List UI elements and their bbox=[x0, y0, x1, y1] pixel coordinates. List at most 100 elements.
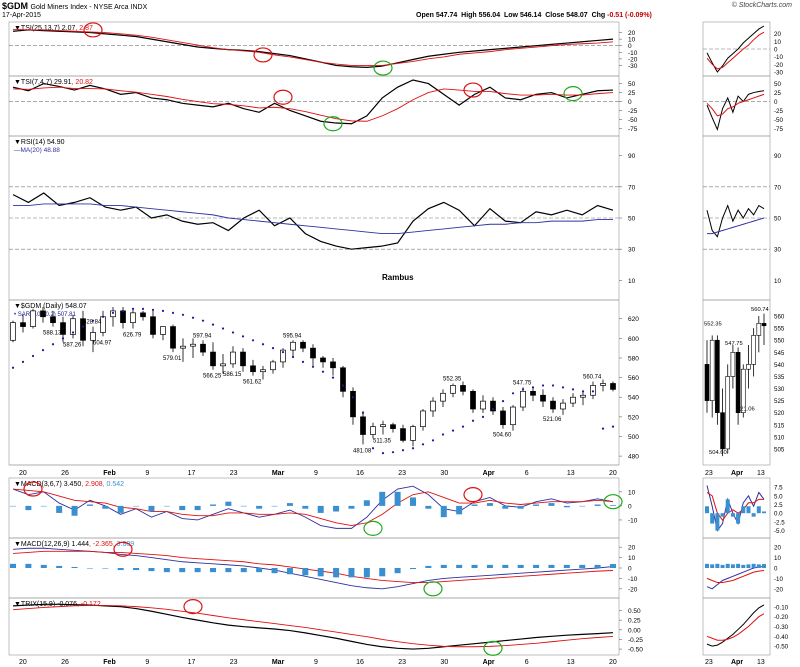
panel-macd_short: 10 0 -10 7.55.0 2.5 0.0-2.5 -5.0 ▼MACD(3,6,7) 3… bbox=[8, 477, 785, 539]
close-label: Close bbox=[545, 12, 565, 19]
series-rsi bbox=[12, 192, 614, 250]
sar-dot bbox=[501, 400, 505, 403]
sar-dot bbox=[331, 376, 335, 379]
bearish-cross-circle bbox=[23, 481, 43, 497]
histogram-bar bbox=[133, 568, 140, 571]
ma-legend: —MA(20) 48.88 bbox=[14, 147, 60, 154]
histogram-bar bbox=[210, 504, 216, 506]
sar-dot bbox=[521, 388, 525, 391]
mini-y-tick-label: 90 bbox=[774, 153, 781, 160]
candle-body bbox=[470, 390, 476, 410]
panel-title-value: 3.450 bbox=[64, 481, 82, 488]
mini-series-signal bbox=[706, 491, 764, 521]
panel-title-value: 1.444 bbox=[72, 541, 90, 548]
mini-histogram-bar bbox=[725, 499, 730, 514]
histogram-bar bbox=[102, 568, 109, 569]
y-tick-label: -0.50 bbox=[628, 647, 643, 654]
rambus-annotation: Rambus bbox=[382, 273, 414, 282]
mini-y-tick-label: 0 bbox=[774, 47, 778, 54]
y-tick-label: -0.25 bbox=[628, 637, 643, 644]
y-tick-label: -10 bbox=[628, 50, 638, 57]
mini-series-signal bbox=[706, 31, 765, 70]
panel-title-name: ▼MACD(12,26,9) bbox=[14, 541, 72, 548]
sar-dot bbox=[121, 309, 125, 312]
candle-body bbox=[180, 345, 186, 349]
mini-y-tick-label: -0.10 bbox=[774, 604, 789, 611]
candle-body bbox=[610, 383, 616, 390]
mini-y-tick-label: -20 bbox=[774, 586, 784, 593]
y-tick-label: 600 bbox=[628, 336, 639, 343]
mini-y-tick-label: 0.0 bbox=[774, 511, 783, 518]
mini-y-tick-label: -10 bbox=[774, 54, 784, 61]
histogram-bar bbox=[425, 565, 432, 568]
symbol-title: $GDM Gold Miners Index - NYSE Arca INDX bbox=[2, 1, 147, 11]
panel-title: ▼MACD(12,26,9) 1.444, -2.365, 3.809 bbox=[14, 541, 134, 548]
mini-x-tick-label: 13 bbox=[757, 470, 765, 477]
x-tick-label: 9 bbox=[314, 470, 318, 477]
mini-y-tick-label: -0.50 bbox=[774, 644, 789, 651]
x-tick-label: 20 bbox=[19, 470, 27, 477]
histogram-bar bbox=[533, 504, 540, 506]
x-tick-label: 9 bbox=[145, 470, 149, 477]
mini-candle-body bbox=[746, 364, 751, 370]
y-tick-label: 70 bbox=[628, 184, 636, 191]
histogram-bar bbox=[486, 503, 493, 506]
sar-dot bbox=[561, 386, 565, 389]
series-macd bbox=[12, 485, 614, 529]
price-label: 588.13 bbox=[43, 331, 62, 337]
histogram-bar bbox=[610, 505, 616, 506]
x-tick-label: Mar bbox=[272, 470, 285, 477]
panel-price: 620 600 580 560 540 520 500 480 560 555 550 545 540 5… bbox=[8, 299, 785, 466]
price-label: 511.35 bbox=[373, 439, 392, 445]
mini-series-signal bbox=[706, 613, 765, 641]
y-tick-label: 0.25 bbox=[628, 618, 641, 625]
mini-y-tick-label: 10 bbox=[774, 278, 781, 285]
mini-histogram-bar bbox=[720, 513, 725, 517]
stockcharts-watermark: © StockCharts.com bbox=[731, 2, 792, 9]
y-tick-label: 0.50 bbox=[628, 608, 641, 615]
y-tick-label: -30 bbox=[628, 63, 638, 70]
x-tick-label: 23 bbox=[230, 470, 238, 477]
mini-x-tick-label: Apr bbox=[731, 470, 743, 477]
mini-histogram-bar bbox=[730, 564, 735, 568]
mini-x-tick-label-bottom: Apr bbox=[731, 659, 743, 666]
mini-histogram-bar bbox=[751, 563, 756, 568]
panel-tsi_25: 20100-10-20-3020100-10-20-30▼TSI(25,13,7… bbox=[8, 21, 784, 77]
y-tick-label: 50 bbox=[628, 216, 636, 223]
sar-dot bbox=[551, 384, 555, 387]
candle-body bbox=[370, 426, 376, 435]
histogram-bar bbox=[471, 504, 478, 506]
symbol-ticker: $GDM bbox=[2, 1, 29, 11]
price-label: 504.60 bbox=[493, 433, 512, 439]
histogram-bar bbox=[363, 568, 370, 578]
series-macd bbox=[12, 547, 614, 590]
mini-histogram-bar bbox=[730, 513, 735, 517]
series-ma20 bbox=[13, 203, 613, 235]
candle-body bbox=[120, 310, 126, 323]
price-label: 628.84 bbox=[83, 320, 102, 326]
candle-body bbox=[60, 322, 66, 335]
histogram-bar bbox=[379, 568, 386, 577]
histogram-bar bbox=[563, 505, 570, 508]
mini-series-signal bbox=[706, 569, 765, 584]
sar-dot bbox=[431, 439, 435, 442]
bearish-cross-circle bbox=[113, 541, 133, 557]
sar-dot bbox=[61, 337, 65, 340]
series-signal bbox=[12, 605, 614, 648]
mini-x-tick-label-bottom: 13 bbox=[757, 659, 765, 666]
panel-title: ▼TSI(7,4,7) 29.91, 20.82 bbox=[14, 79, 93, 86]
bullish-cross-circle bbox=[603, 494, 623, 510]
x-tick-label: 23 bbox=[398, 470, 406, 477]
mini-y-tick-label: -30 bbox=[774, 70, 784, 77]
candle-body bbox=[320, 357, 326, 363]
panel-macd_long: 20 10 0 -10 -20 20 10 0 -10 -20 ▼MACD(12,26,9) 1.4… bbox=[8, 537, 784, 599]
open-label: Open bbox=[416, 12, 434, 19]
x-tick-label-bottom: 20 bbox=[609, 659, 617, 666]
y-tick-label: 480 bbox=[628, 454, 639, 461]
candle-body bbox=[410, 426, 416, 441]
histogram-bar bbox=[394, 568, 401, 574]
histogram-bar bbox=[471, 564, 478, 568]
y-tick-label: 20 bbox=[628, 30, 636, 37]
sar-dot bbox=[41, 349, 45, 352]
candle-body bbox=[540, 394, 546, 402]
